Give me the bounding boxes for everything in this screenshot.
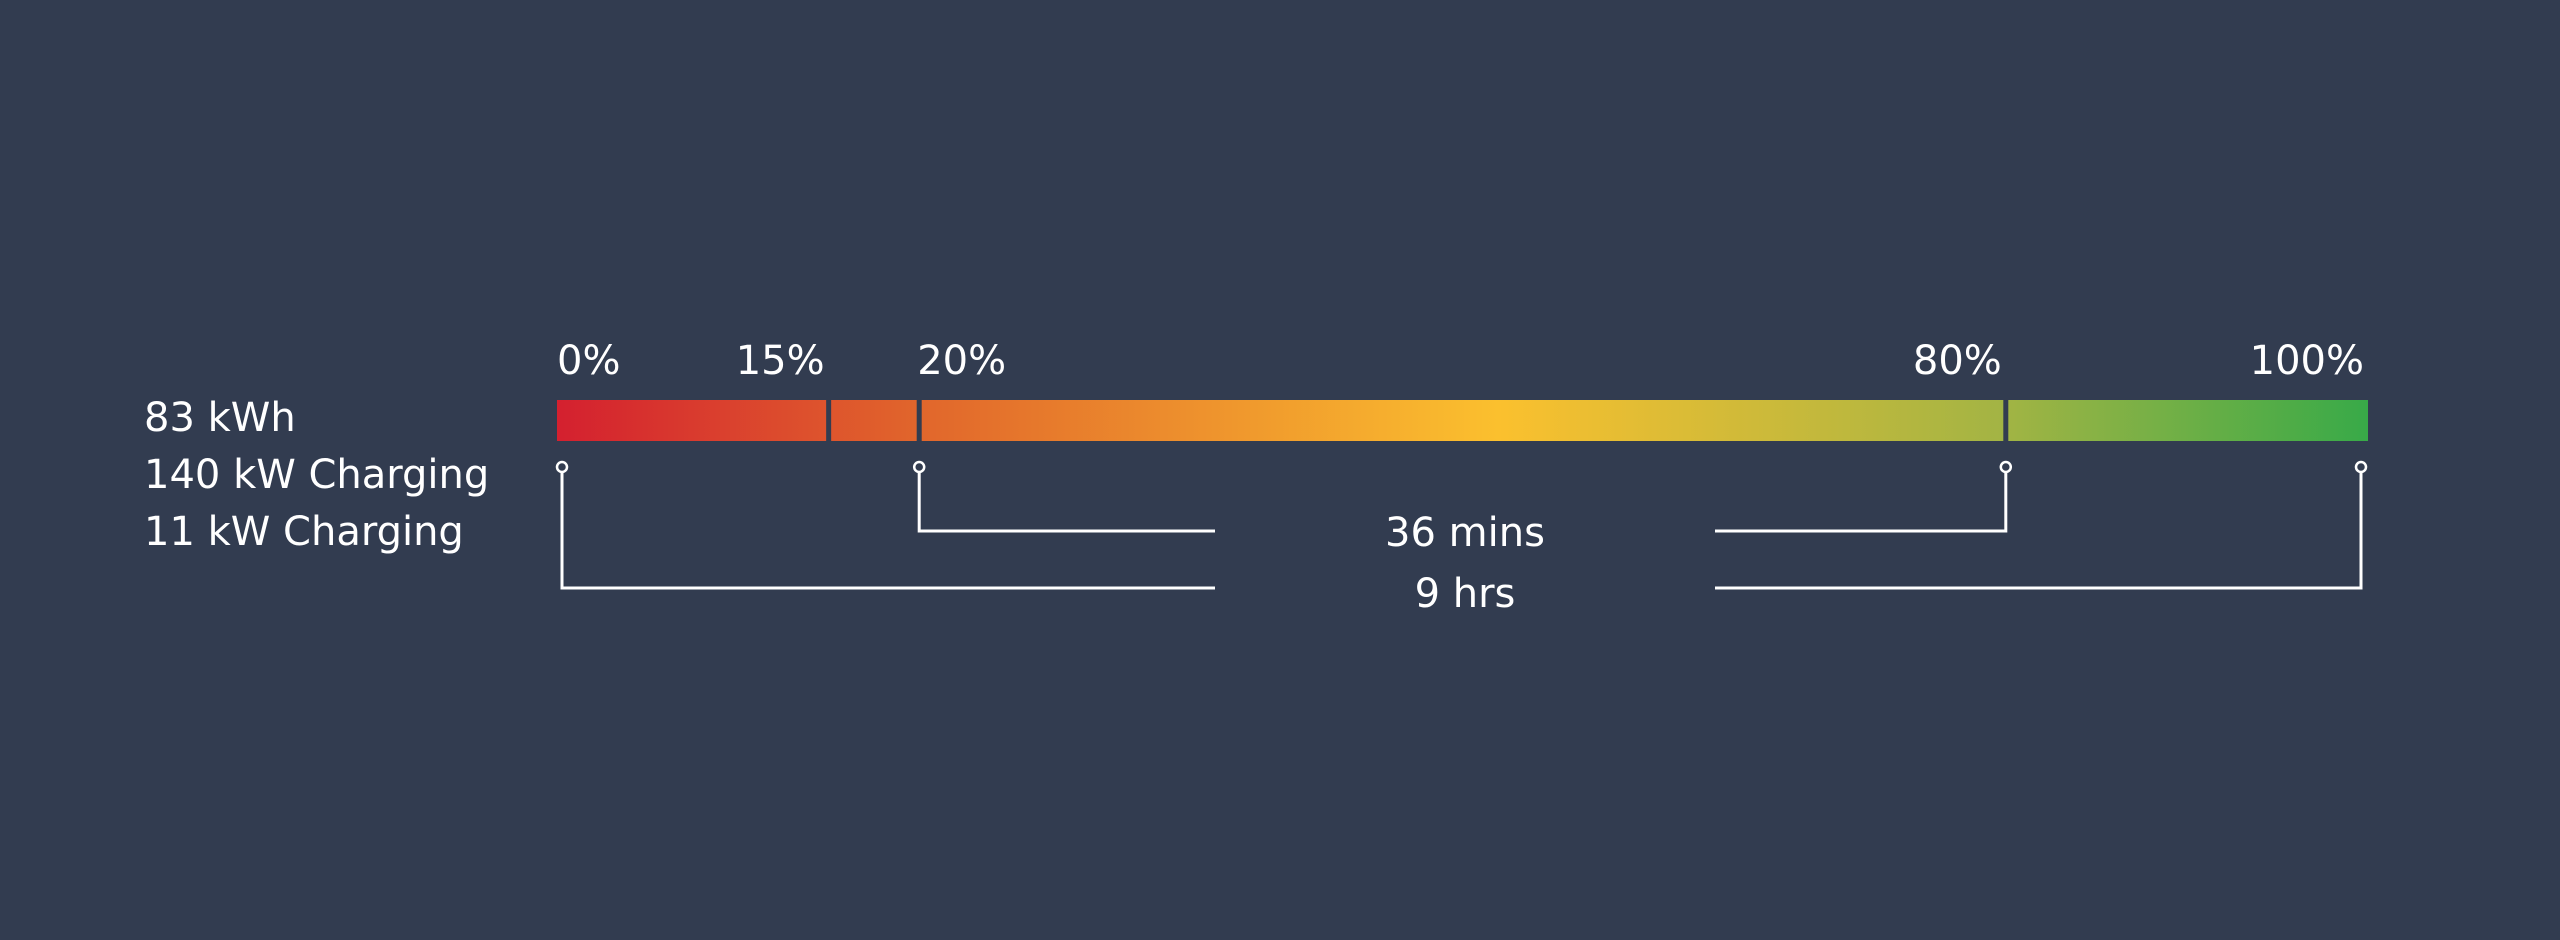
battery-bar <box>557 400 2368 441</box>
tick-label: 15% <box>736 338 825 384</box>
bracket-line-right <box>1715 472 2008 533</box>
duration-label: 36 mins <box>1385 510 1545 556</box>
marker-circle <box>555 460 569 474</box>
duration-label: 9 hrs <box>1415 571 1516 617</box>
battery-capacity-label: 83 kWh <box>144 395 296 441</box>
fast-charging-label: 140 kW Charging <box>144 452 490 498</box>
bracket-line-left <box>917 472 1215 533</box>
duration-bracket: 9 hrs <box>555 460 2368 617</box>
ac-charging-label: 11 kW Charging <box>144 509 464 555</box>
tick-label: 100% <box>2250 338 2364 384</box>
duration-bracket: 36 mins <box>912 460 2013 556</box>
bracket-line-left <box>560 472 1215 590</box>
tick-label: 80% <box>1913 338 2002 384</box>
marker-circle <box>1999 460 2013 474</box>
bar-divider <box>916 400 922 441</box>
tick-label: 0% <box>557 338 620 384</box>
marker-circle <box>912 460 926 474</box>
tick-label: 20% <box>917 338 1006 384</box>
bar-divider <box>2003 400 2009 441</box>
bracket-line-right <box>1715 472 2363 590</box>
bar-divider <box>826 400 832 441</box>
marker-circle <box>2354 460 2368 474</box>
